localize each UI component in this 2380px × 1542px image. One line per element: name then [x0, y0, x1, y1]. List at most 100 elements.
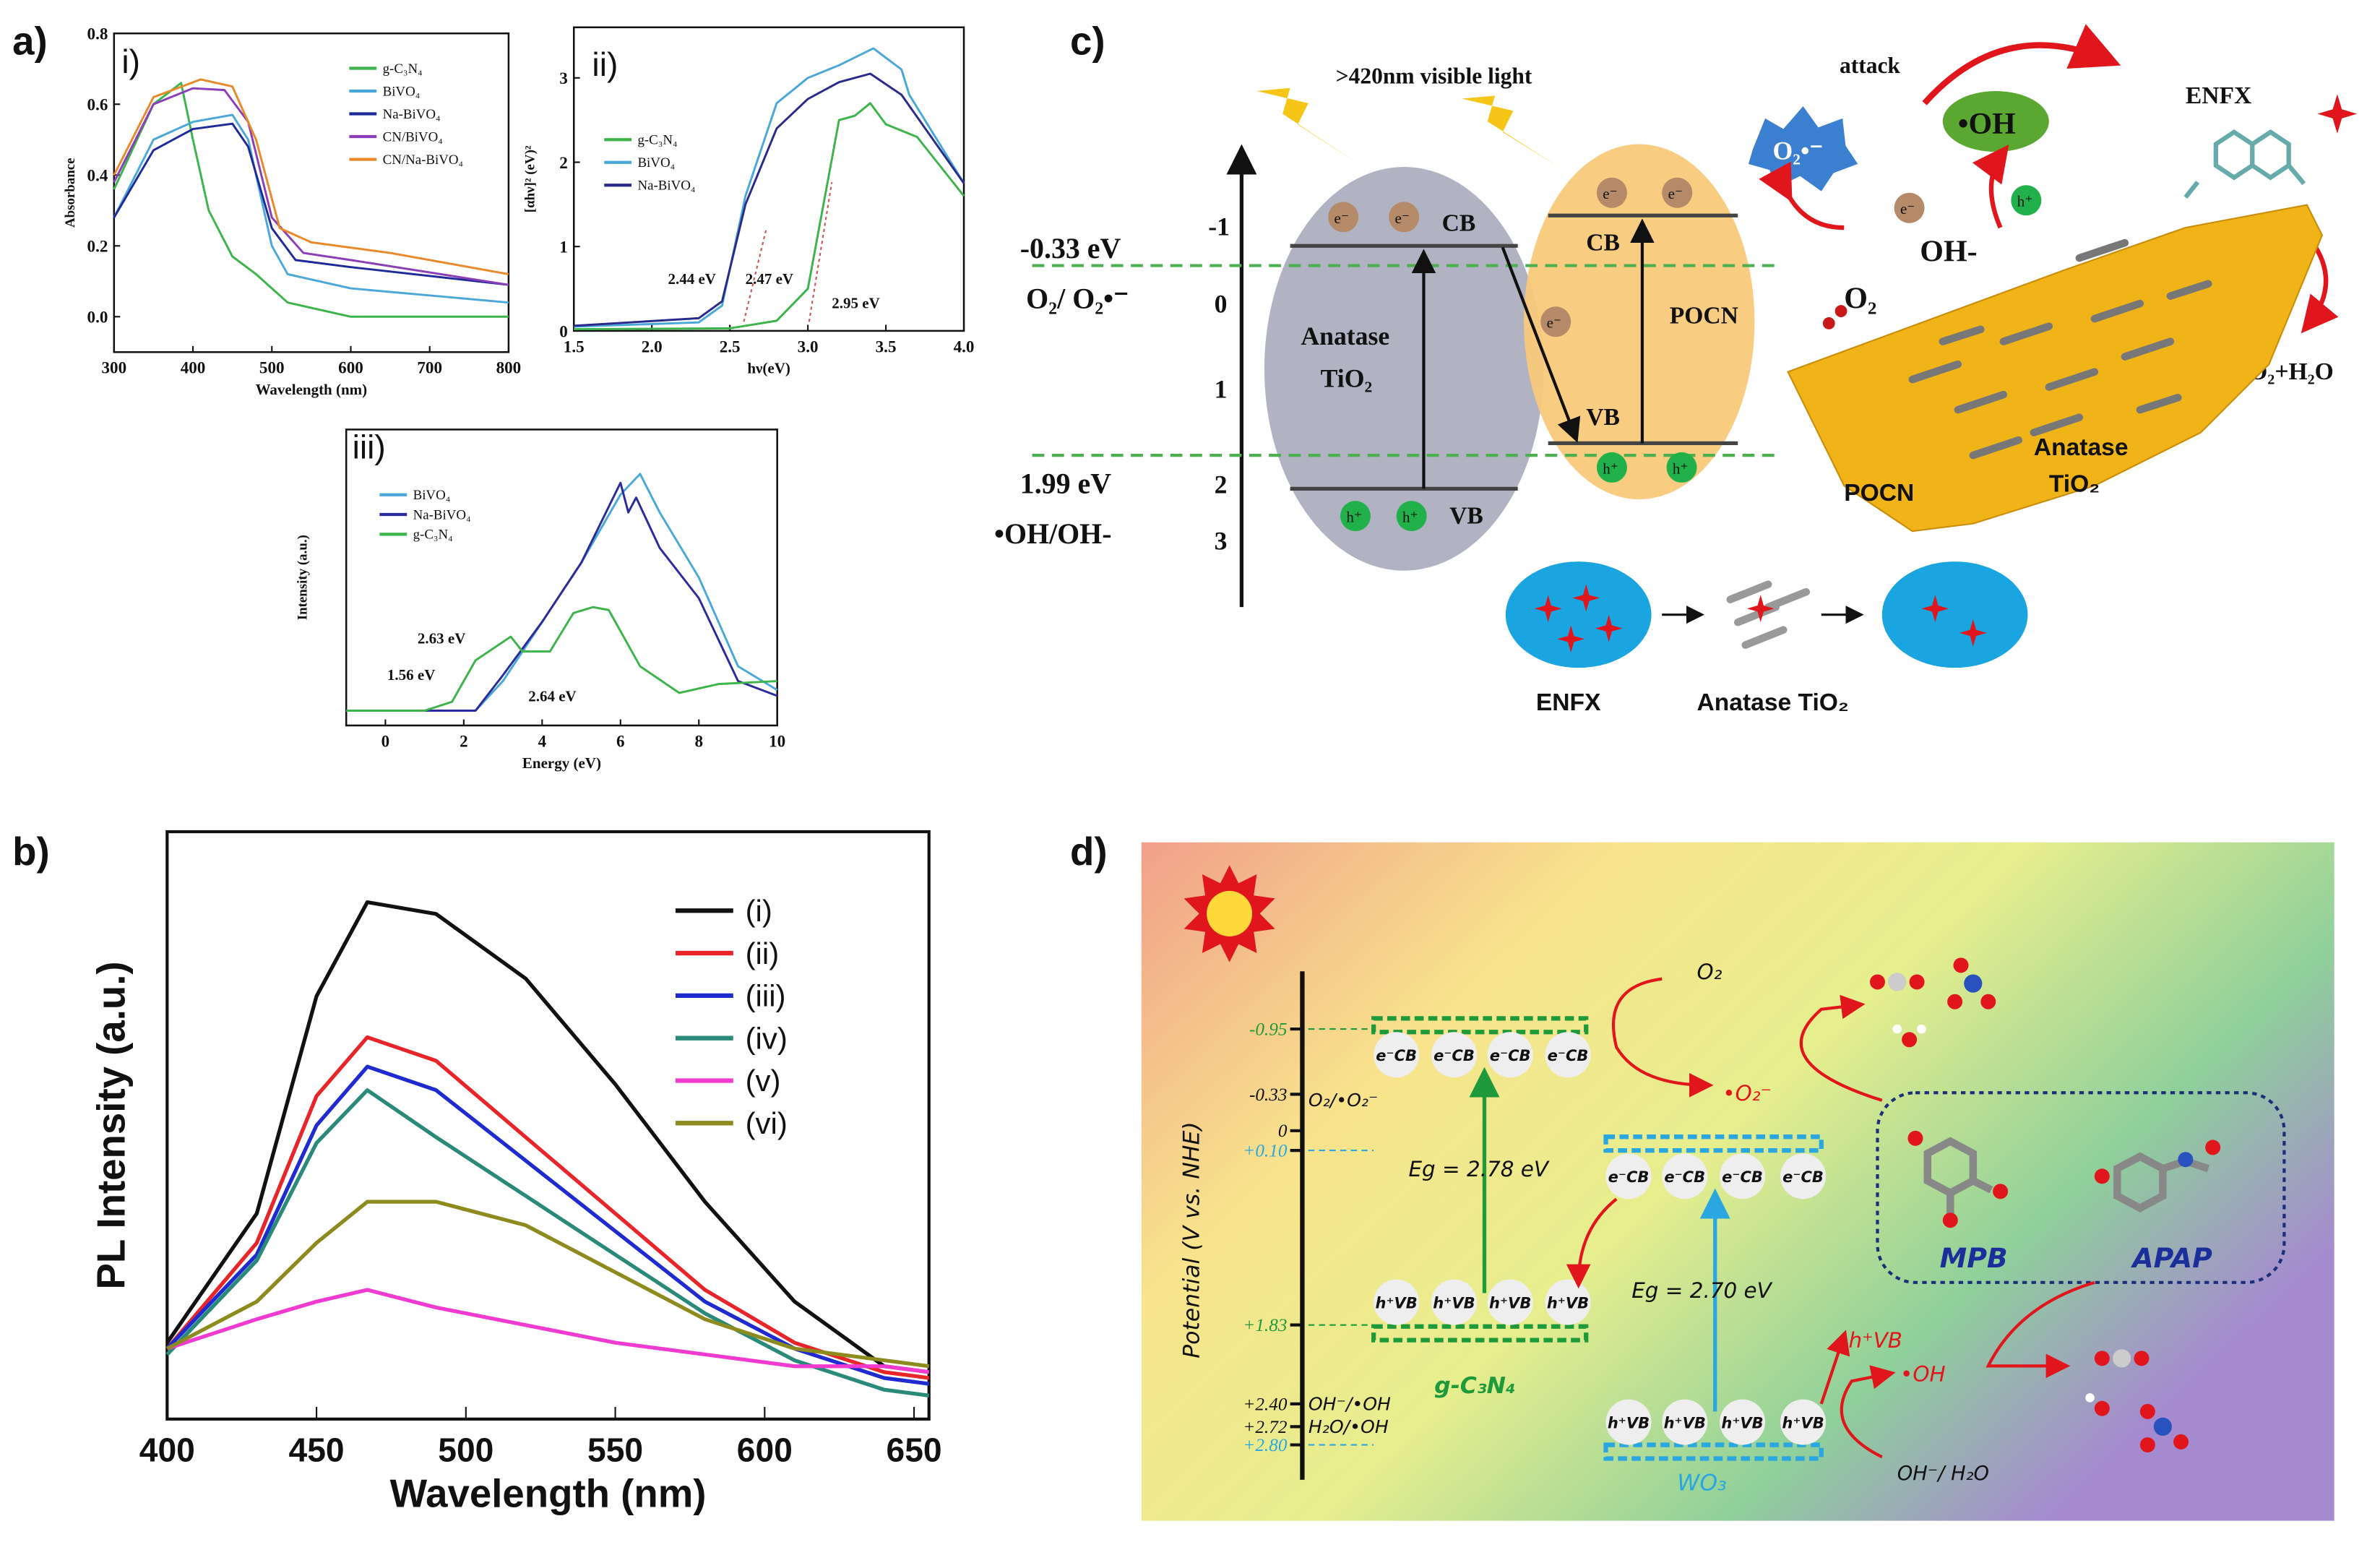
legend-label: (i) [746, 894, 772, 928]
pocn-label: POCN [1670, 302, 1738, 329]
series-line-(iv) [165, 1088, 930, 1397]
enfx-bottom-label: ENFX [1536, 689, 1601, 716]
hole-label: h⁺VB [1782, 1414, 1824, 1431]
legend-label: g-C₃N₄ [637, 133, 677, 148]
hole-label: h⁺VB [1608, 1414, 1650, 1431]
plot-frame [572, 26, 965, 332]
series-line-(v) [166, 1288, 930, 1374]
electron-label: e⁻CB [1664, 1168, 1705, 1186]
x-axis-label: Wavelength (nm) [390, 1472, 707, 1516]
x-tick-label: 600 [338, 358, 363, 377]
y-tick-label: 0 [559, 322, 568, 340]
x-tick-label: 0 [381, 731, 390, 750]
tio2-nanoparticles [1908, 238, 2212, 460]
legend-label: Na-BiVO₄ [383, 107, 441, 122]
potential-tick-label: -0.95 [1249, 1020, 1287, 1039]
annotation-2-47: 2.47 eV [746, 270, 794, 288]
product-molecules-bottom [2085, 1349, 2189, 1453]
subpanel-label: iii) [353, 428, 386, 465]
anatase-cluster-icon [1726, 580, 1811, 649]
legend-label: (vi) [746, 1106, 788, 1140]
hole-label: h⁺VB [1664, 1414, 1706, 1431]
electron-circle [1545, 1032, 1591, 1078]
panel-label-b: b) [12, 830, 50, 874]
electron-label: e⁻CB [1548, 1047, 1589, 1064]
oxidation-arrow [1840, 1365, 1896, 1459]
wo3-bandgap: Eg = 2.70 eV [1631, 1278, 1772, 1303]
star-icon [2317, 94, 2358, 134]
panel-label-c: c) [1070, 20, 1105, 64]
series-line-Na-BiVO₄ [574, 72, 965, 327]
y-tick-label: 0.4 [87, 166, 108, 185]
electron-circle [1662, 1153, 1708, 1199]
x-tick-label: 4 [538, 731, 547, 750]
panel-label-d: d) [1070, 830, 1108, 874]
transfer-arrow [1501, 246, 1581, 443]
x-tick-label: 2.5 [720, 337, 741, 356]
hole-circle [1605, 1399, 1652, 1445]
hole-label: h⁺ [1402, 509, 1418, 526]
series-line-(vi) [166, 1199, 930, 1369]
electron-label: e⁻ [1335, 210, 1349, 227]
axis-tick: 3 [1215, 526, 1228, 555]
annotation-2-95: 2.95 eV [832, 294, 879, 311]
legend-label: BiVO₄ [413, 488, 451, 503]
series-line-CN/BiVO₄ [113, 87, 509, 286]
hole-label: h⁺ [1346, 509, 1362, 526]
potential-tick-label: +0.10 [1243, 1141, 1287, 1160]
x-tick-label: 2.0 [642, 337, 663, 356]
apap-molecule-icon [2094, 1140, 2221, 1213]
tangent-line [743, 227, 768, 322]
x-tick-label: 600 [737, 1431, 793, 1469]
potential-axis-label: Potential (V vs. NHE) [1179, 1121, 1205, 1358]
series-line-BiVO₄ [113, 113, 509, 304]
superoxide-label: O₂•⁻ [1773, 137, 1824, 165]
y-axis-label: Absorbance [63, 158, 78, 228]
x-tick-label: 400 [181, 358, 206, 377]
legend-label: (v) [746, 1064, 781, 1098]
oxygen-label: O₂ [1844, 282, 1876, 315]
series-line-Na-BiVO₄ [346, 481, 778, 712]
degraded-solution-icon [1881, 561, 2028, 668]
electron-circle [1605, 1153, 1652, 1199]
hole-circle [1374, 1279, 1420, 1325]
free-hole-label: h⁺VB [1849, 1328, 1902, 1353]
hole-circle [1720, 1399, 1766, 1445]
sheet-anatase-label: Anatase [2034, 434, 2129, 461]
cb-label: CB [1586, 230, 1620, 257]
series-line-Na-BiVO₄ [113, 122, 509, 286]
z-scheme-arrow [1566, 1197, 1618, 1289]
panel-label-a: a) [12, 20, 48, 64]
hole-label: h⁺VB [1433, 1295, 1475, 1312]
degradation-arrow [1799, 994, 1883, 1102]
hole-label: h⁺VB [1489, 1295, 1531, 1312]
x-tick-label: 650 [887, 1431, 942, 1469]
axis-tick: 2 [1215, 470, 1228, 499]
electron-circle [1431, 1032, 1477, 1078]
x-tick-label: 700 [417, 358, 442, 377]
y-axis-label: [αhν]² (eV)² [523, 145, 538, 212]
attack-arrow [1922, 24, 2121, 105]
pollutant-box [1876, 1091, 2286, 1284]
light-label: >420nm visible light [1336, 64, 1532, 89]
potential-label: -0.33 eV [1020, 232, 1121, 264]
y-tick-label: 1 [559, 238, 568, 257]
series-line-g-C₃N₄ [113, 82, 509, 318]
legend-label: Na-BiVO₄ [637, 178, 695, 194]
hole-circle [1487, 1279, 1533, 1325]
hole-circle [1431, 1279, 1477, 1325]
hydroxide-label: OH- [1920, 235, 1977, 268]
hole-arrow [1819, 1330, 1850, 1405]
xps-annotations: 2.63 eV 1.56 eV 2.64 eV [387, 630, 577, 705]
electron-label: e⁻CB [1490, 1047, 1531, 1064]
enfx-stars [1534, 584, 1623, 653]
x-tick-label: 3.5 [876, 337, 897, 356]
pocn-ellipse [1524, 144, 1755, 500]
hole-label: h⁺VB [1721, 1414, 1763, 1431]
potential-tick-label: +1.83 [1243, 1316, 1287, 1335]
redox-couple: •OH/OH- [994, 517, 1111, 550]
panel-d-diagram: Potential (V vs. NHE) -0.95 -0.33 0+0.10 +1… [1141, 842, 2334, 1521]
tangent-line [808, 181, 833, 322]
vb-label: VB [1449, 503, 1483, 530]
x-tick-label: 3.0 [798, 337, 819, 356]
